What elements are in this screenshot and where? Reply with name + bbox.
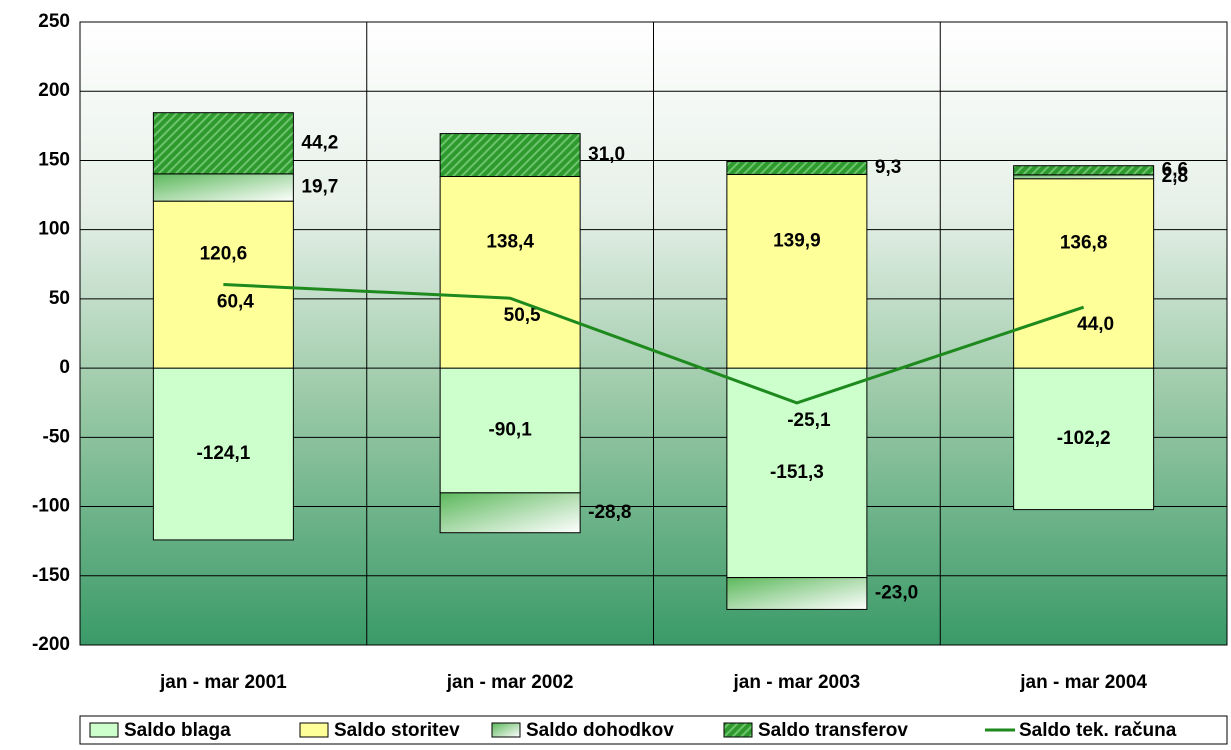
bar-segment [726,577,868,610]
data-label: 139,9 [773,230,821,251]
data-label: 136,8 [1060,232,1108,253]
legend [79,715,1228,745]
data-label: 19,7 [301,177,338,198]
legend-label: Saldo dohodkov [526,720,674,741]
legend-label: Saldo tek. računa [1019,720,1177,741]
legend-swatch [491,722,521,738]
bar-segment [1013,178,1155,369]
data-label: 120,6 [200,244,248,265]
legend-label: Saldo blaga [124,720,231,741]
bar-segment [1013,165,1155,176]
data-label: -90,1 [488,419,532,440]
y-tick-label: 250 [38,11,70,32]
data-label: 50,5 [504,305,541,326]
data-label: -102,2 [1057,428,1111,449]
y-tick-label: 150 [38,149,70,170]
x-tick-label: jan - mar 2001 [159,672,287,693]
y-tick-label: -100 [32,496,70,517]
bar-segment [439,492,581,534]
data-label: 31,0 [588,144,625,165]
bar-segment [152,173,294,202]
bar-segment [1013,367,1155,511]
data-label: 60,4 [217,292,254,313]
y-tick-label: 200 [38,80,70,101]
data-label: -151,3 [770,462,824,483]
bar-segment [1013,174,1155,180]
x-tick-label: jan - mar 2004 [1019,672,1147,693]
data-label: -124,1 [196,443,250,464]
data-label: -28,8 [588,502,631,523]
legend-swatch [299,722,329,738]
legend-label: Saldo transferov [758,720,908,741]
data-label: 138,4 [486,231,534,252]
y-tick-label: -50 [43,426,70,447]
data-label: -25,1 [787,410,831,431]
y-tick-label: 50 [49,288,70,309]
y-tick-label: -200 [32,634,70,655]
y-tick-label: 100 [38,219,70,240]
legend-swatch [89,722,119,738]
x-tick-label: jan - mar 2003 [733,672,861,693]
bar-segment [152,367,294,541]
data-label: 44,0 [1077,314,1114,335]
data-label: 44,2 [301,132,338,153]
data-label: 2,8 [1162,166,1188,187]
y-tick-label: -150 [32,565,70,586]
bar-segment [439,133,581,178]
bar-segment [726,173,868,369]
line-series [223,282,1085,405]
legend-label: Saldo storitev [334,720,460,741]
bar-segment [726,161,868,175]
legend-swatch [723,722,753,738]
bar-segment [152,112,294,175]
x-tick-label: jan - mar 2002 [446,672,574,693]
y-tick-label: 0 [59,357,70,378]
data-label: -23,0 [875,583,918,604]
data-label: 9,3 [875,157,901,178]
bar-segment [439,367,581,494]
bar-segment [439,176,581,369]
data-label: 6,6 [1162,159,1188,180]
